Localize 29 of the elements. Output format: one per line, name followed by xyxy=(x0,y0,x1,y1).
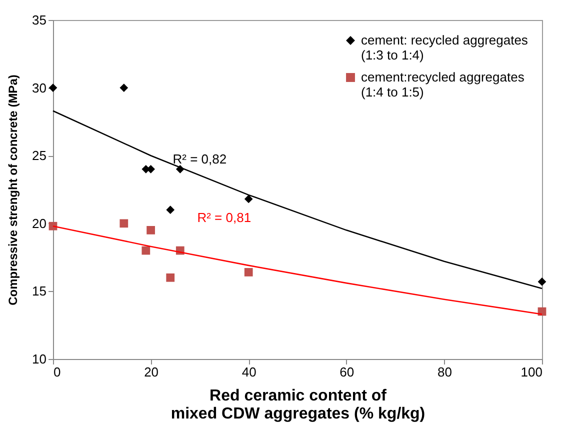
point xyxy=(120,84,128,92)
y-tick-label: 35 xyxy=(32,12,46,28)
y-tick-label: 10 xyxy=(32,352,46,366)
y-tick-label: 15 xyxy=(32,284,46,299)
y-axis-title: Compressive strenght of concrete (MPa) xyxy=(6,74,20,306)
y-tick-label: 30 xyxy=(32,80,46,96)
x-tick-label: 40 xyxy=(242,364,256,380)
legend-label: cement:recycled aggregates (1:4 to 1:5) xyxy=(361,70,525,100)
point xyxy=(48,84,58,92)
annotation: R² = 0,82 xyxy=(172,151,227,166)
x-tick-label: 80 xyxy=(437,364,452,380)
y-tick-label: 20 xyxy=(32,216,46,231)
x-tick-label: 20 xyxy=(144,364,159,380)
x-tick-label: 60 xyxy=(340,364,354,380)
point xyxy=(538,278,546,286)
x-tick-label: 100 xyxy=(520,364,542,380)
point xyxy=(244,194,253,204)
line-series xyxy=(52,110,543,290)
point xyxy=(166,206,175,214)
point xyxy=(166,273,175,282)
y-tick-label: 25 xyxy=(32,148,46,164)
point xyxy=(146,226,155,234)
point xyxy=(142,246,150,255)
x-tick-label: 0 xyxy=(54,364,61,380)
point xyxy=(120,219,128,228)
annotation: R² = 0,81 xyxy=(197,210,252,225)
x-axis-title: Red ceramic content of mixed CDW aggregates (% kg/kg) xyxy=(170,388,426,422)
legend-label: cement: recycled aggregates (1:3 to 1:4) xyxy=(361,32,528,62)
point xyxy=(244,268,253,276)
